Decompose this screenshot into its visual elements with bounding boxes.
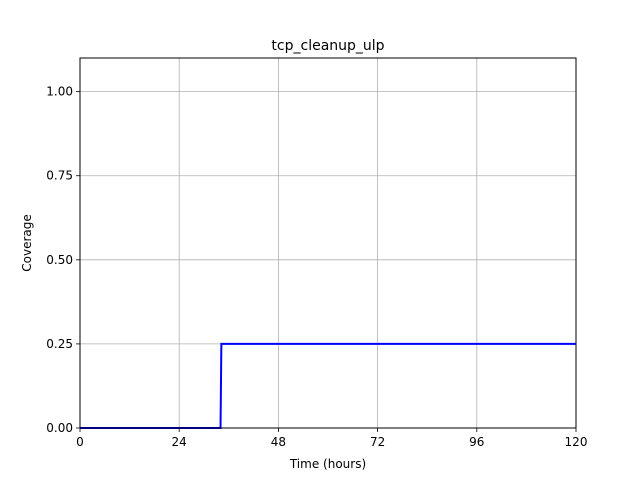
y-axis-label: Coverage: [20, 214, 34, 272]
series-line: [80, 342, 576, 429]
x-axis-label: Time (hours): [289, 457, 366, 471]
y-tick-label: 1.00: [46, 85, 73, 99]
series-layer: [80, 342, 576, 429]
chart-title: tcp_cleanup_ulp: [271, 38, 384, 54]
x-tick-label: 24: [172, 435, 187, 449]
x-tick-label: 72: [370, 435, 385, 449]
y-tick-label: 0.50: [46, 253, 73, 267]
x-tick-label: 96: [469, 435, 484, 449]
y-tick-label: 0.00: [46, 421, 73, 435]
x-tick-label: 120: [565, 435, 588, 449]
y-tick-label: 0.25: [46, 337, 73, 351]
x-tick-label: 0: [76, 435, 84, 449]
grid: [79, 58, 577, 429]
x-tick-label: 48: [271, 435, 286, 449]
y-axis-ticks: 0.00 0.25 0.50 0.75 1.00: [46, 85, 80, 435]
x-axis-ticks: 0 24 48 72 96 120: [76, 428, 587, 449]
plot-frame: [79, 57, 577, 429]
y-tick-label: 0.75: [46, 169, 73, 183]
